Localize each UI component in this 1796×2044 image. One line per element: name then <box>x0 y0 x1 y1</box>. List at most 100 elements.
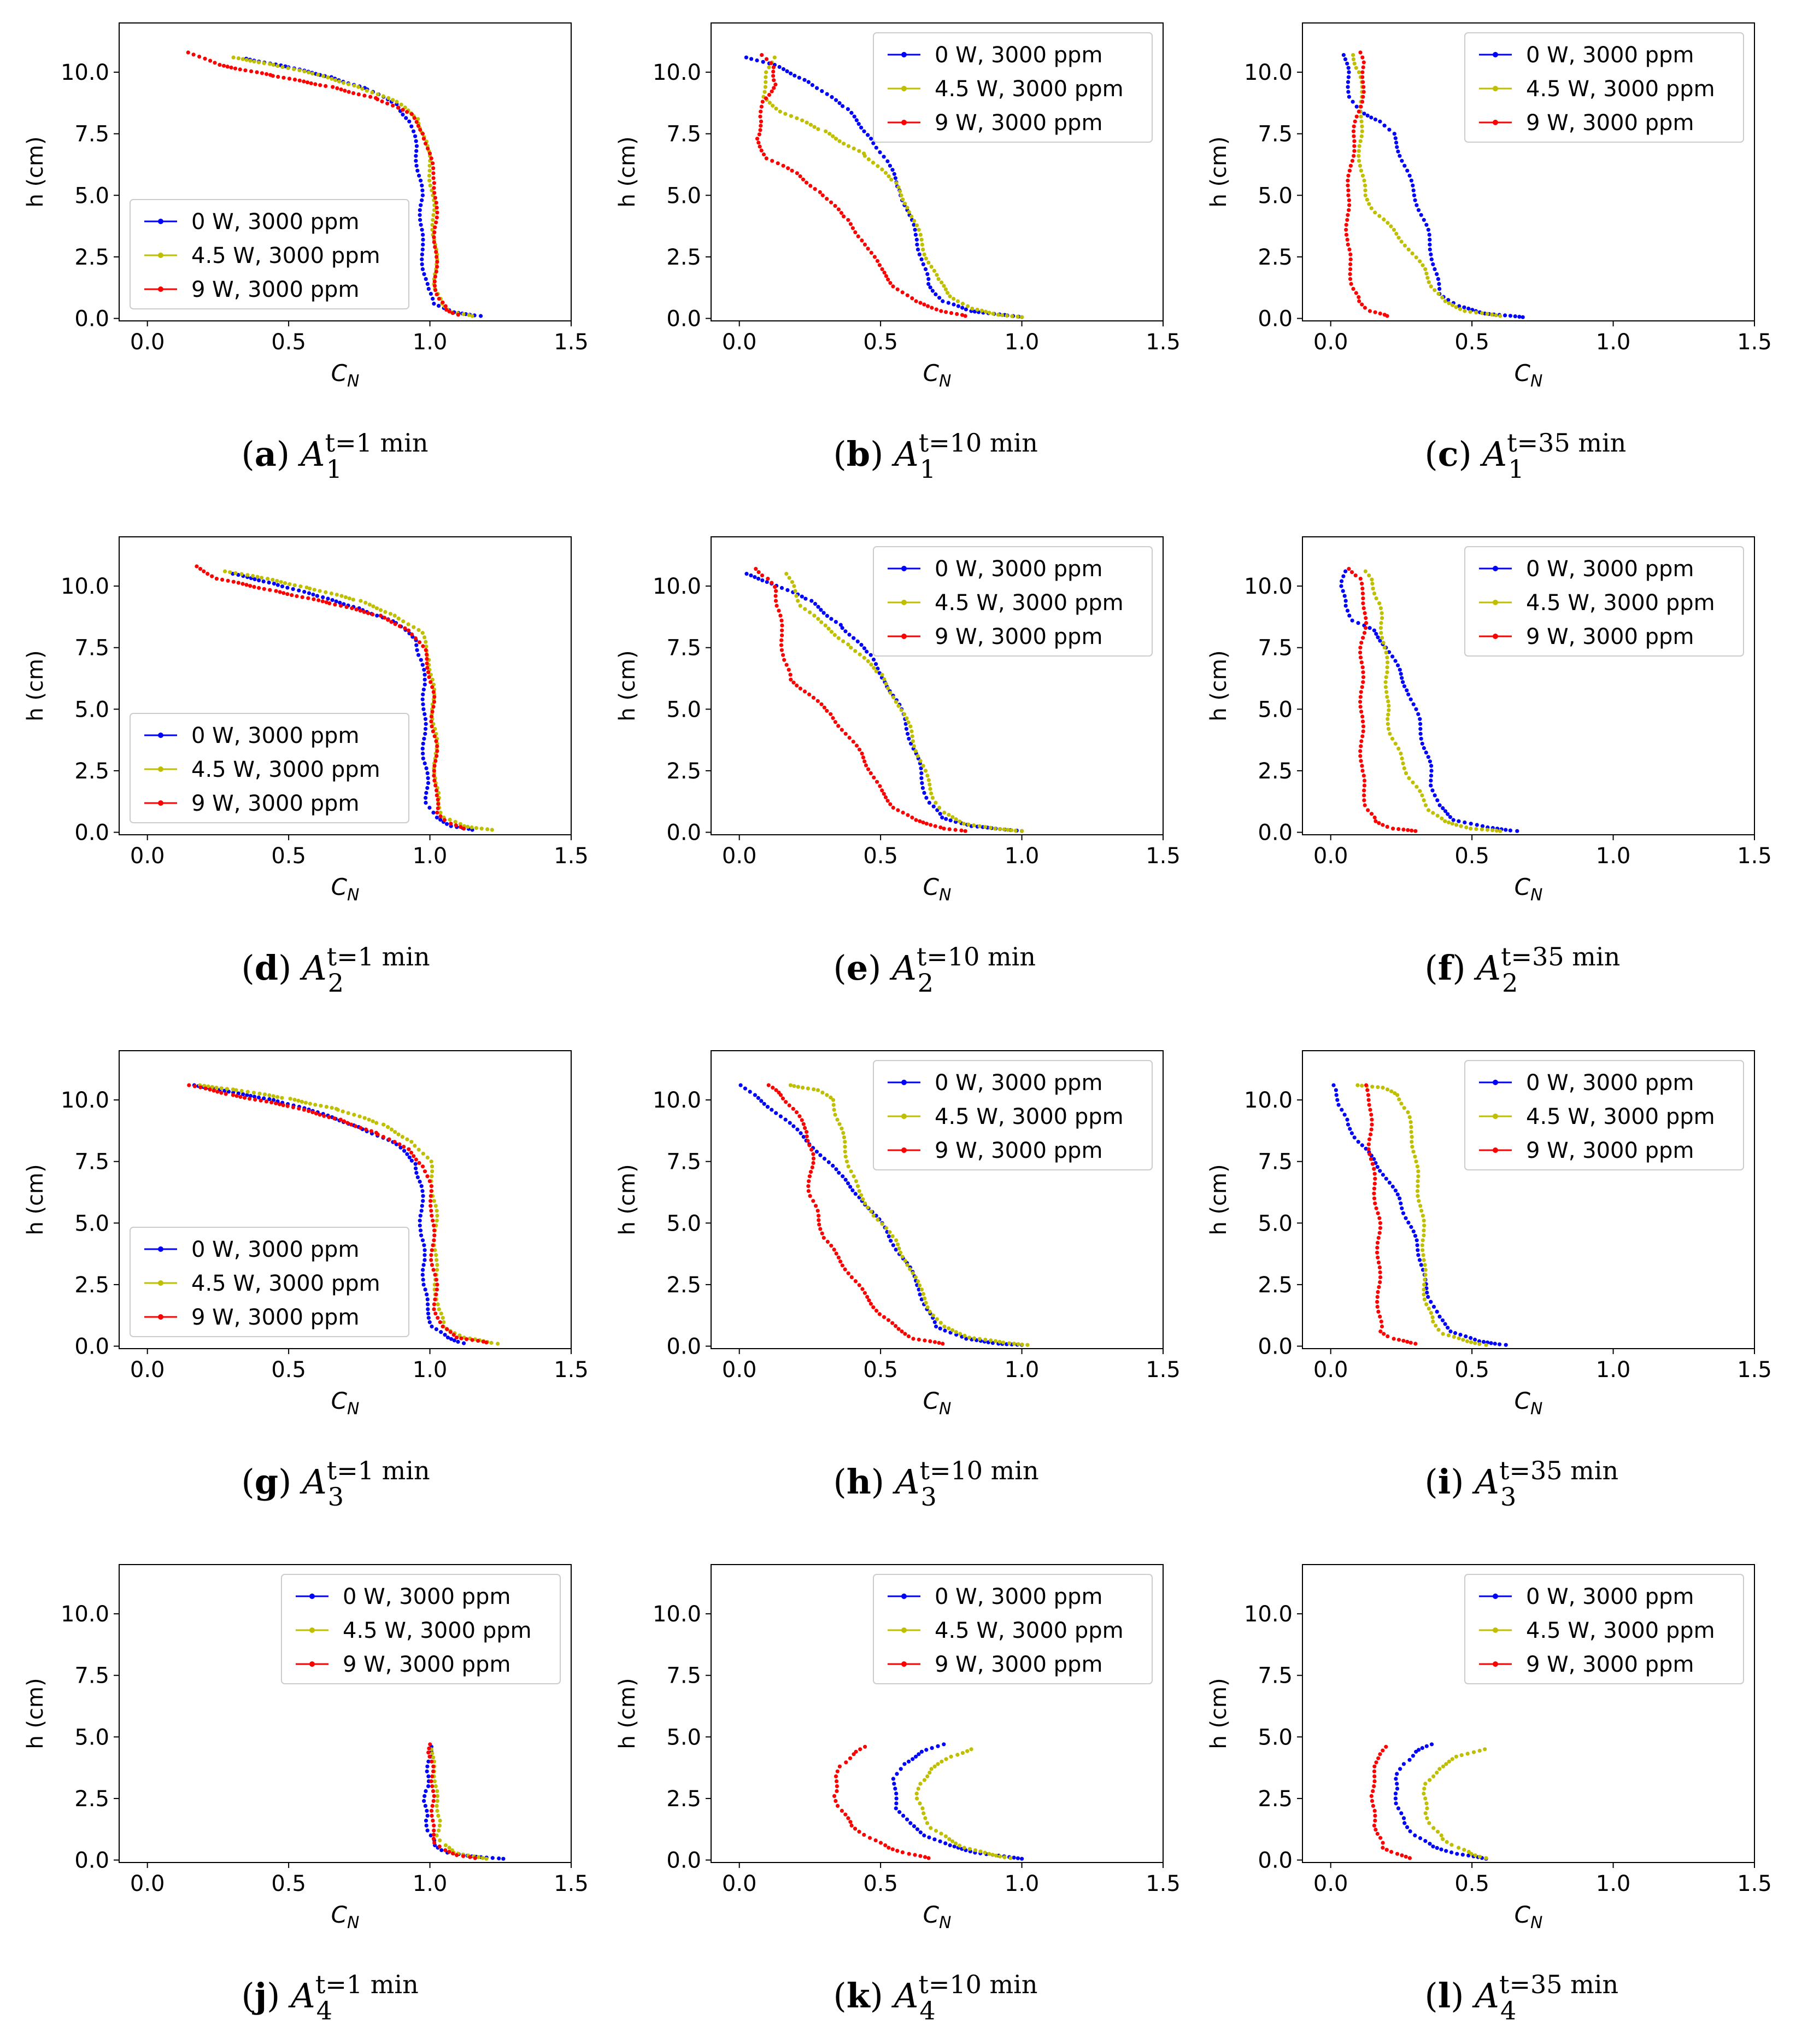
data-point <box>1366 808 1370 812</box>
data-point <box>863 1744 867 1749</box>
data-point <box>431 218 435 222</box>
panel-f: 0.0 0.5 1.0 1.50.02.55.07.510.0h (cm)CN0 W,… <box>1206 536 1772 998</box>
data-point <box>932 268 936 273</box>
data-point <box>1371 1789 1375 1793</box>
data-point <box>812 1087 816 1092</box>
data-point <box>939 309 943 313</box>
data-point <box>1361 60 1366 65</box>
data-point <box>1441 1332 1445 1336</box>
series-2 <box>1347 567 1418 833</box>
data-point <box>309 81 313 85</box>
data-point <box>1354 104 1359 109</box>
data-point <box>1361 65 1365 69</box>
data-point <box>435 754 439 758</box>
data-point <box>418 1214 422 1218</box>
data-point <box>198 1085 203 1090</box>
data-point <box>438 1320 442 1325</box>
data-point <box>1462 305 1466 309</box>
data-point <box>248 58 253 63</box>
data-point <box>1413 1833 1417 1838</box>
y-tick-label: 7.5 <box>666 1150 701 1175</box>
data-point <box>425 1297 430 1302</box>
data-point <box>1423 1263 1427 1267</box>
data-point <box>929 265 934 269</box>
data-point <box>432 279 437 284</box>
data-point <box>952 1844 956 1849</box>
data-point <box>861 1197 865 1202</box>
data-point <box>1415 1164 1419 1169</box>
data-point <box>1386 221 1390 225</box>
y-tick-label: 7.5 <box>74 1150 109 1175</box>
data-point <box>1360 302 1364 307</box>
data-point <box>1416 1169 1421 1174</box>
data-point <box>1448 815 1452 819</box>
data-point <box>774 1088 778 1092</box>
data-point <box>367 1117 371 1122</box>
series-2 <box>195 564 466 831</box>
data-point <box>1348 252 1353 256</box>
data-point <box>843 1145 847 1149</box>
data-point <box>414 120 419 124</box>
data-point <box>414 163 419 168</box>
data-point <box>431 213 436 217</box>
data-point <box>894 1791 899 1796</box>
data-point <box>885 686 890 690</box>
data-point <box>1387 1180 1392 1185</box>
data-point <box>489 1340 494 1345</box>
data-point <box>853 1826 858 1831</box>
data-point <box>1449 1843 1454 1847</box>
data-point <box>224 1092 228 1096</box>
data-point <box>428 183 432 188</box>
data-point <box>848 222 853 226</box>
data-point <box>266 577 270 581</box>
data-point <box>414 144 419 148</box>
data-point <box>420 188 425 192</box>
data-point <box>892 1782 896 1786</box>
data-point <box>1367 1137 1372 1141</box>
data-point <box>356 85 361 89</box>
data-point <box>357 1114 362 1118</box>
data-point <box>1385 655 1389 660</box>
x-tick-label: 0.5 <box>1454 1871 1489 1896</box>
data-point <box>782 658 787 662</box>
data-point <box>1341 53 1346 57</box>
data-point <box>433 1248 437 1252</box>
data-point <box>1007 1341 1012 1345</box>
data-point <box>1360 719 1365 724</box>
data-point <box>336 1108 340 1112</box>
data-point <box>1358 50 1363 55</box>
data-point <box>1436 277 1440 281</box>
data-point <box>210 574 214 578</box>
data-point <box>260 71 264 75</box>
data-point <box>269 1100 274 1105</box>
data-point <box>255 70 259 74</box>
data-point <box>1348 277 1353 281</box>
data-point <box>409 1140 414 1144</box>
data-point <box>268 62 272 66</box>
data-point <box>272 582 276 586</box>
data-point <box>1370 577 1374 582</box>
data-point <box>829 712 833 716</box>
data-point <box>1361 601 1365 606</box>
data-point <box>806 1086 810 1091</box>
data-point <box>1420 741 1424 746</box>
data-point <box>847 632 852 637</box>
x-axis-label: CN <box>923 360 952 391</box>
data-point <box>914 818 918 822</box>
data-point <box>855 639 860 643</box>
data-point <box>759 1099 764 1103</box>
legend-entry: 9 W, 3000 ppm <box>1526 110 1694 136</box>
data-point <box>1377 214 1382 218</box>
data-point <box>829 200 834 204</box>
x-tick-label: 1.5 <box>554 1871 589 1896</box>
data-point <box>477 1855 481 1859</box>
series-1 <box>1422 1747 1488 1860</box>
data-point <box>423 717 428 721</box>
data-point <box>875 780 879 784</box>
y-tick-label: 10.0 <box>61 1088 109 1113</box>
data-point <box>1348 163 1353 168</box>
data-point <box>1343 599 1348 603</box>
data-point <box>926 260 931 265</box>
data-point <box>913 227 917 232</box>
